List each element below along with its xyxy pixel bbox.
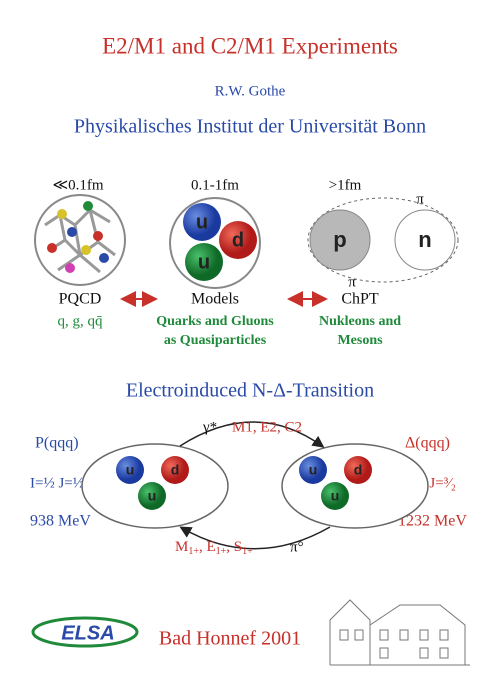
chpt-diagram: p n π π bbox=[307, 191, 459, 290]
panel-line: as Quasiparticles bbox=[164, 333, 267, 348]
section-title: Electroinduced N-Δ-Transition bbox=[126, 380, 374, 402]
meson: π bbox=[348, 274, 356, 290]
scale: 0.1-1fm bbox=[191, 177, 239, 193]
nucleon: n bbox=[418, 227, 431, 252]
mass: 938 MeV bbox=[30, 513, 91, 530]
multipoles: M1, E2, C2 bbox=[232, 419, 302, 435]
subscript: 1+ bbox=[242, 546, 253, 557]
quark: u bbox=[198, 251, 210, 273]
delta-diagram: u d u bbox=[281, 443, 429, 529]
label: , S bbox=[226, 539, 242, 555]
subscript: 1+ bbox=[216, 546, 227, 557]
state: P(qqq) bbox=[35, 435, 79, 452]
label: , E bbox=[199, 539, 216, 555]
label: M bbox=[175, 539, 188, 555]
place: Bad Honnef 2001 bbox=[159, 628, 301, 650]
institute: Physikalisches Institut der Universität … bbox=[74, 116, 426, 138]
quark: u bbox=[148, 488, 157, 504]
quark: u bbox=[196, 211, 208, 233]
subscript: 1+ bbox=[188, 546, 199, 557]
quark: u bbox=[126, 462, 135, 478]
arrow bbox=[179, 526, 331, 550]
panel-line: q, g, qq̄ bbox=[58, 313, 104, 329]
pion-multipoles: M1+, E1+, S1+ bbox=[175, 539, 253, 557]
pqcd-diagram bbox=[34, 194, 126, 286]
scale: >1fm bbox=[329, 177, 362, 193]
title: E2/M1 and C2/M1 Experiments bbox=[102, 33, 398, 58]
model-diagram: u d u bbox=[169, 197, 261, 289]
pion: π° bbox=[290, 539, 304, 555]
panel-name: Models bbox=[191, 291, 239, 308]
quark: d bbox=[232, 229, 244, 251]
photon: γ* bbox=[202, 419, 217, 435]
isospin: I=½ J=½ bbox=[30, 475, 84, 491]
logo: ELSA bbox=[31, 616, 139, 648]
panel-name: ChPT bbox=[341, 291, 379, 308]
nucleon-diagram: u d u bbox=[81, 443, 229, 529]
panel-line: Nukleons and bbox=[319, 314, 401, 329]
panel-line: Quarks and Gluons bbox=[156, 314, 274, 329]
quark: u bbox=[331, 488, 340, 504]
logo-text: ELSA bbox=[61, 622, 114, 644]
state: Δ(qqq) bbox=[405, 435, 450, 452]
mass: 1232 MeV bbox=[398, 513, 467, 530]
panel-name: PQCD bbox=[59, 291, 102, 308]
arrow bbox=[179, 421, 325, 448]
panel-line: Mesons bbox=[337, 333, 383, 348]
quark: d bbox=[354, 462, 363, 478]
scale: ≪0.1fm bbox=[52, 177, 103, 193]
quark: d bbox=[171, 462, 180, 478]
building-sketch bbox=[329, 599, 470, 666]
meson: π bbox=[416, 191, 424, 207]
quark: u bbox=[309, 462, 318, 478]
nucleon: p bbox=[333, 227, 346, 252]
author: R.W. Gothe bbox=[215, 83, 286, 99]
